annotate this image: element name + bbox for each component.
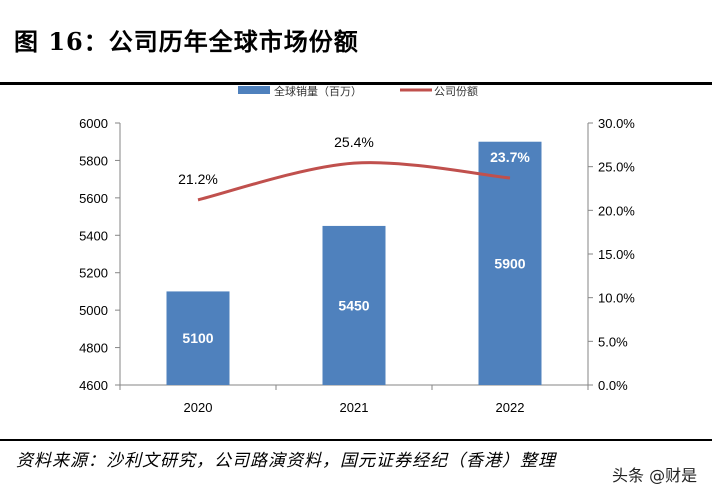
legend-bar-swatch	[238, 86, 270, 94]
right-tick-label: 5.0%	[598, 334, 628, 349]
bar-data-label: 5100	[182, 330, 213, 346]
x-tick-label: 2022	[496, 400, 525, 415]
right-tick-label: 30.0%	[598, 116, 635, 131]
left-tick-label: 4800	[79, 341, 108, 356]
x-tick-label: 2020	[184, 400, 213, 415]
left-tick-label: 6000	[79, 116, 108, 131]
left-tick-label: 5400	[79, 228, 108, 243]
source-note: 资料来源：沙利文研究，公司路演资料，国元证券经纪（香港）整理	[16, 451, 556, 471]
line-data-label: 25.4%	[334, 134, 374, 150]
line-data-label: 21.2%	[178, 171, 218, 187]
bar	[166, 291, 230, 385]
share-line	[197, 161, 511, 202]
bar-data-label: 5900	[494, 255, 525, 271]
legend-bar-label: 全球销量（百万）	[274, 84, 362, 98]
left-tick-label: 4600	[79, 378, 108, 393]
line-data-label: 23.7%	[490, 149, 530, 165]
chart: 全球销量（百万） 公司份额 4600 4800 5000 5200 5400 5600 58…	[79, 84, 635, 415]
right-tick-label: 15.0%	[598, 247, 635, 262]
legend: 全球销量（百万） 公司份额	[238, 84, 478, 98]
left-tick-label: 5600	[79, 191, 108, 206]
right-tick-label: 0.0%	[598, 378, 628, 393]
bottom-rule	[0, 439, 712, 441]
right-tick-label: 20.0%	[598, 203, 635, 218]
bar	[478, 141, 542, 385]
left-tick-label: 5200	[79, 266, 108, 281]
watermark: 头条 @财是	[612, 466, 698, 485]
left-tick-label: 5000	[79, 303, 108, 318]
bar-data-label: 5450	[338, 297, 369, 313]
right-tick-label: 10.0%	[598, 291, 635, 306]
figure-title: 图 16：公司历年全球市场份额	[14, 27, 359, 56]
right-tick-label: 25.0%	[598, 160, 635, 175]
x-tick-label: 2021	[340, 400, 369, 415]
legend-line-label: 公司份额	[434, 85, 478, 98]
bar	[322, 225, 386, 385]
left-tick-label: 5800	[79, 153, 108, 168]
top-rule	[0, 82, 712, 85]
